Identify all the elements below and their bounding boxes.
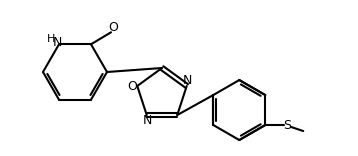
Text: S: S — [283, 119, 291, 132]
Text: N: N — [143, 114, 153, 127]
Text: H: H — [47, 34, 55, 44]
Text: N: N — [183, 74, 192, 88]
Text: O: O — [127, 80, 137, 93]
Text: O: O — [108, 21, 118, 34]
Text: N: N — [52, 36, 62, 49]
